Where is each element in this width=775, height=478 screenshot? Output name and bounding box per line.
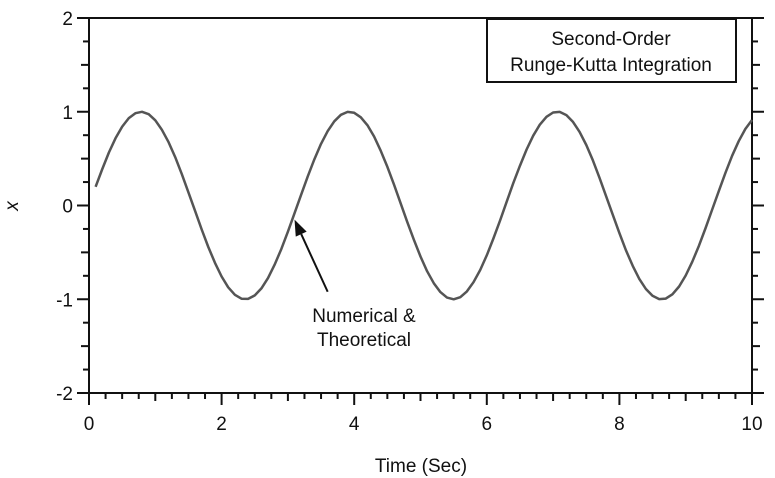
- x-tick-label: 2: [216, 414, 227, 435]
- x-tick-label: 8: [614, 414, 625, 435]
- legend-line-2: Runge-Kutta Integration: [510, 55, 712, 76]
- legend-box: Second-Order Runge-Kutta Integration: [486, 18, 737, 83]
- series-layer: [94, 110, 754, 301]
- legend-line-1: Second-Order: [551, 29, 671, 50]
- x-axis-ticks: [88, 393, 753, 405]
- y-axis-tick-labels: 2 1 0 -1 -2: [56, 9, 73, 405]
- y-tick-label: 0: [62, 197, 73, 218]
- x-tick-label: 6: [482, 414, 493, 435]
- series-line: [94, 110, 754, 301]
- y-tick-label: 2: [62, 9, 73, 30]
- y-tick-label: -2: [56, 384, 73, 405]
- x-axis-title: Time (Sec): [375, 456, 467, 477]
- y-tick-label: -1: [56, 290, 73, 311]
- legend-box-frame: [486, 18, 737, 83]
- annotation-line-1: Numerical &: [312, 306, 416, 327]
- x-tick-label: 0: [84, 414, 95, 435]
- y-axis-ticks: [77, 17, 764, 394]
- annotation: Numerical & Theoretical: [294, 219, 416, 351]
- x-tick-label: 10: [741, 414, 762, 435]
- x-axis-tick-labels: 0 2 4 6 8 10: [84, 414, 763, 435]
- annotation-line-2: Theoretical: [317, 330, 411, 351]
- y-axis-title: x: [2, 200, 23, 212]
- x-tick-label: 4: [349, 414, 360, 435]
- y-tick-label: 1: [62, 103, 73, 124]
- annotation-arrow-head: [294, 219, 307, 237]
- annotation-arrow-line: [300, 233, 329, 293]
